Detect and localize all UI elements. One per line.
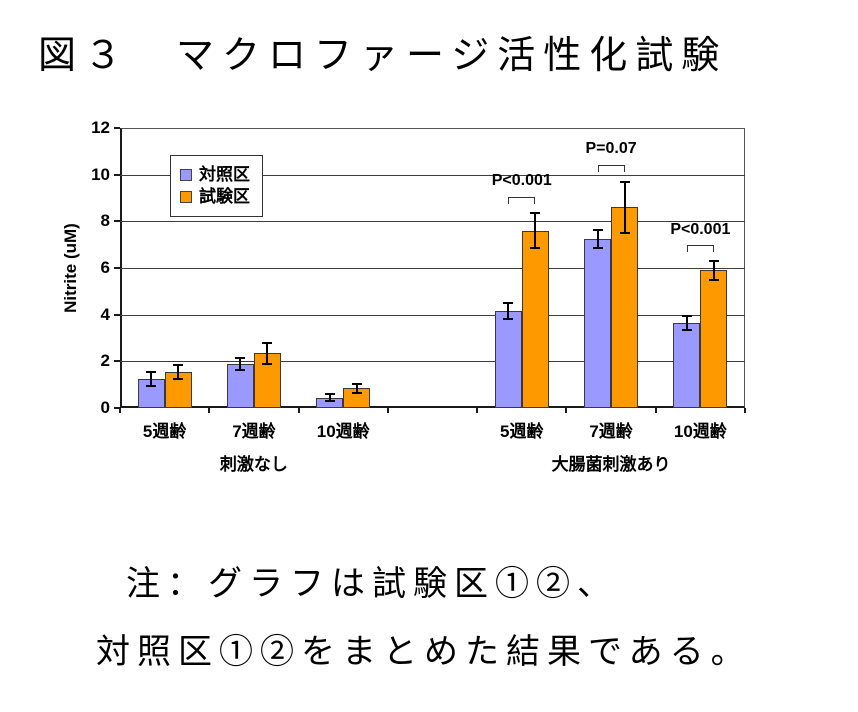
bar-test [611, 207, 639, 408]
significance-bracket [508, 196, 536, 204]
group-label: 刺激なし [219, 455, 288, 474]
y-tick-mark [114, 220, 120, 223]
gridline [120, 174, 745, 176]
error-bar-line [623, 181, 626, 233]
category-label: 5週齢 [142, 422, 187, 441]
error-bar-cap [235, 368, 246, 371]
bar-test [700, 270, 728, 408]
error-bar-cap [262, 362, 273, 365]
error-bar-cap [681, 328, 692, 331]
y-axis-title: Nitrite (uM) [61, 223, 80, 313]
error-bar-line [150, 371, 153, 386]
legend: 対照区 試験区 [170, 155, 263, 217]
y-tick-label: 10 [91, 164, 110, 184]
gridline [120, 314, 745, 316]
bar-control [226, 363, 254, 408]
error-bar-cap [146, 384, 157, 387]
error-bar-cap [708, 260, 719, 262]
error-bar-cap [324, 393, 335, 395]
legend-item-control: 対照区 [180, 165, 250, 185]
category-label: 7週齢 [232, 422, 276, 441]
error-bar-cap [351, 382, 362, 385]
x-tick-mark [744, 408, 746, 413]
bar-control [584, 238, 612, 408]
error-bar-cap [681, 314, 692, 317]
bar-test [521, 230, 549, 408]
error-bar-line [596, 229, 599, 249]
y-tick-label: 12 [91, 118, 110, 137]
gridline [120, 361, 745, 363]
p-value-label: P<0.001 [491, 172, 552, 190]
error-bar-cap [592, 247, 603, 250]
error-bar-cap [708, 278, 719, 281]
x-tick-mark [297, 408, 300, 413]
error-bar-cap [503, 318, 514, 321]
error-bar-cap [351, 391, 362, 394]
error-bar-cap [503, 302, 514, 304]
error-bar-line [685, 315, 688, 330]
error-bar-line [712, 261, 715, 280]
error-bar-line [507, 303, 510, 320]
note-line-2: 対照区①②をまとめた結果である。 [96, 634, 752, 671]
x-tick-mark [119, 408, 121, 413]
error-bar-cap [530, 247, 541, 250]
bar-control [673, 322, 701, 408]
legend-swatch-test-icon [180, 191, 192, 203]
error-bar-cap [173, 363, 184, 366]
category-label: 10週齢 [673, 422, 727, 441]
error-bar-cap [530, 212, 541, 215]
y-tick-mark [114, 360, 120, 363]
legend-label-control: 対照区 [199, 165, 250, 184]
error-bar-line [328, 394, 331, 401]
p-value-label: P=0.07 [585, 139, 637, 157]
gridline [120, 221, 745, 223]
error-bar-line [355, 383, 358, 393]
x-tick-mark [565, 408, 568, 413]
y-tick-label: 2 [100, 351, 110, 371]
legend-swatch-control-icon [180, 169, 192, 181]
significance-bracket [597, 165, 625, 173]
category-label: 7週齢 [589, 422, 633, 441]
gridline [120, 268, 745, 269]
x-tick-mark [208, 408, 211, 413]
group-label: 大腸菌刺激あり [551, 455, 671, 474]
error-bar-line [266, 342, 269, 364]
y-tick-mark [114, 313, 120, 316]
x-tick-mark [654, 408, 657, 413]
error-bar-cap [173, 377, 184, 380]
x-tick-mark [386, 408, 389, 413]
error-bar-cap [235, 356, 246, 359]
figure-title: 図３ マクロファージ活性化試験 [38, 35, 728, 77]
error-bar-line [239, 357, 242, 370]
legend-label-test: 試験区 [199, 187, 250, 206]
note-line-1: 注：グラフは試験区①②、 [126, 566, 618, 603]
y-tick-mark [114, 267, 120, 269]
error-bar-cap [262, 341, 273, 344]
category-label: 5週齢 [500, 422, 544, 441]
error-bar-cap [324, 400, 335, 402]
error-bar-cap [619, 180, 630, 183]
y-tick-label: 6 [100, 258, 110, 277]
y-tick-label: 0 [100, 398, 110, 417]
x-tick-mark [476, 408, 479, 413]
error-bar-cap [146, 370, 157, 373]
y-tick-mark [114, 127, 120, 129]
legend-item-test: 試験区 [180, 187, 250, 207]
category-label: 10週齢 [316, 422, 370, 441]
y-tick-label: 4 [100, 304, 110, 324]
y-tick-mark [114, 407, 120, 409]
error-bar-line [534, 213, 537, 249]
y-tick-label: 8 [100, 211, 110, 231]
error-bar-cap [592, 228, 603, 231]
error-bar-line [177, 364, 180, 379]
bar-control [494, 311, 522, 408]
significance-bracket [686, 244, 714, 252]
error-bar-cap [619, 232, 630, 234]
y-tick-mark [114, 173, 120, 176]
p-value-label: P<0.001 [670, 221, 731, 239]
